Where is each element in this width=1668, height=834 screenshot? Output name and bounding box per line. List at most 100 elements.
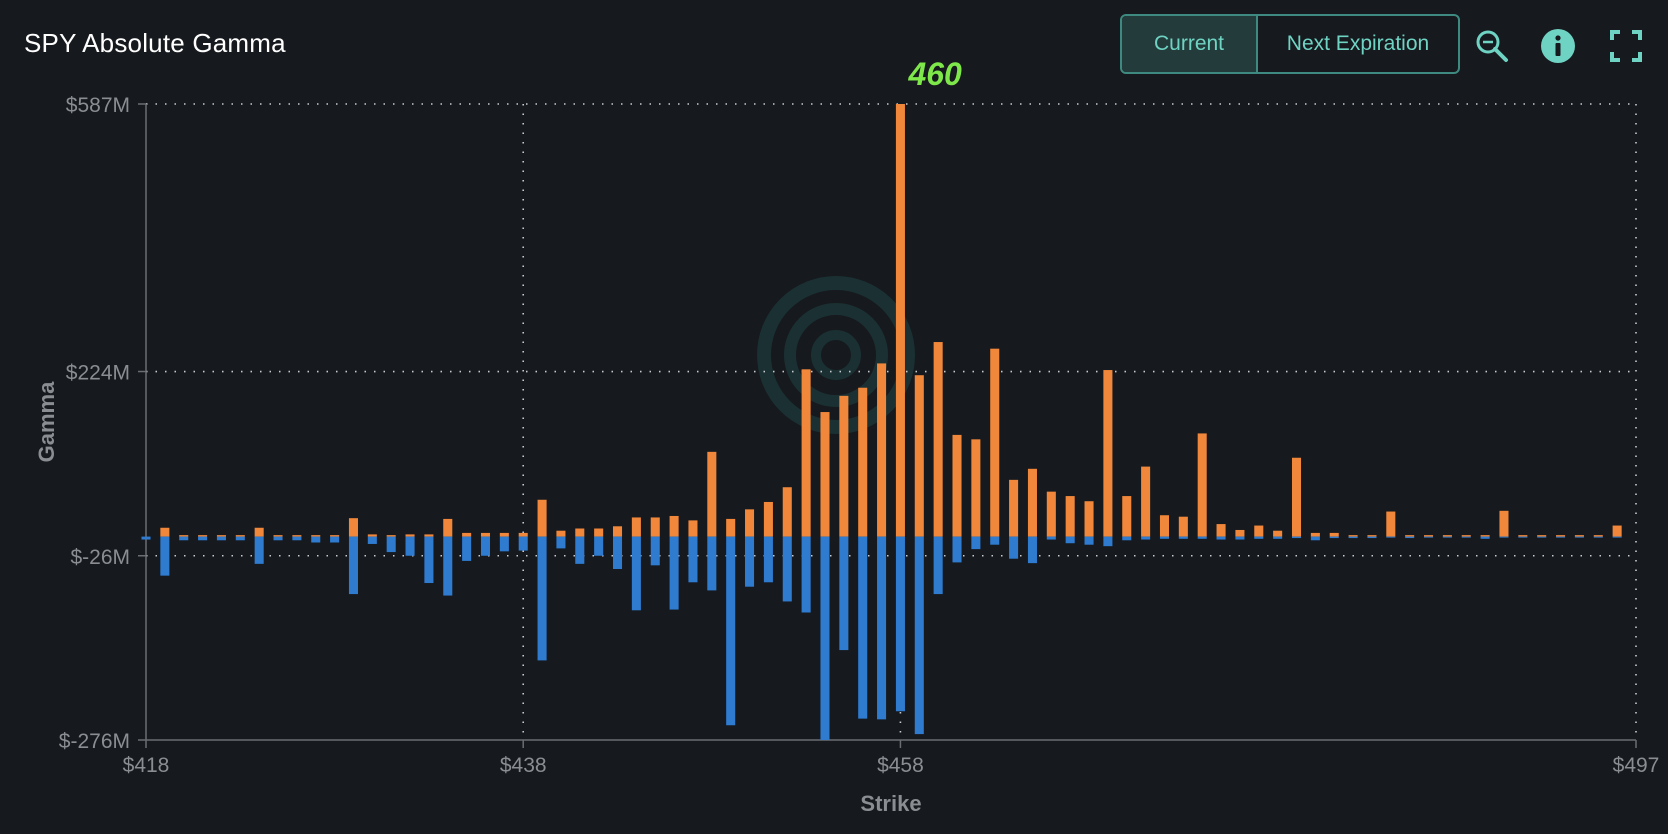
negative-gamma-bar — [499, 536, 509, 552]
positive-gamma-bar — [1159, 515, 1170, 537]
negative-gamma-bar — [612, 536, 623, 570]
positive-gamma-bar — [1367, 535, 1377, 537]
positive-gamma-bar — [990, 348, 1000, 537]
positive-gamma-bar — [1405, 535, 1415, 537]
negative-gamma-bar — [877, 536, 887, 720]
negative-gamma-bar — [650, 536, 660, 566]
next-expiration-button[interactable]: Next Expiration — [1286, 32, 1430, 55]
y-tick-label: $-276M — [59, 730, 130, 753]
positive-gamma-bar — [1386, 511, 1396, 537]
negative-gamma-bar — [990, 536, 1000, 545]
negative-gamma-bar — [631, 536, 641, 611]
positive-gamma-bar — [858, 387, 868, 537]
positive-gamma-bar — [745, 509, 755, 537]
negative-gamma-bar — [1537, 536, 1547, 538]
positive-gamma-bar — [1178, 516, 1188, 537]
negative-gamma-bar — [311, 536, 321, 543]
positive-gamma-bar — [1254, 525, 1264, 537]
negative-gamma-bar — [820, 536, 830, 740]
positive-gamma-bar — [1310, 532, 1320, 537]
positive-gamma-bar — [424, 534, 434, 537]
positive-gamma-bar — [914, 375, 924, 537]
chart-title: SPY Absolute Gamma — [24, 28, 286, 58]
negative-gamma-bar — [952, 536, 962, 563]
negative-gamma-bar — [443, 536, 453, 596]
positive-gamma-bar — [330, 535, 340, 537]
negative-gamma-bar — [1122, 536, 1132, 541]
negative-gamma-bar — [1046, 536, 1056, 540]
negative-gamma-bar — [1348, 536, 1358, 539]
negative-gamma-bar — [386, 536, 396, 553]
negative-gamma-bar — [1235, 536, 1245, 540]
negative-gamma-bar — [1329, 536, 1339, 539]
positive-gamma-bar — [499, 532, 509, 537]
positive-gamma-bar — [1216, 524, 1226, 537]
positive-gamma-bar — [386, 535, 396, 537]
negative-gamma-bar — [971, 536, 981, 550]
chart-axes — [138, 103, 1637, 748]
positive-gamma-bar — [1009, 479, 1019, 537]
negative-gamma-bar — [160, 536, 170, 576]
positive-gamma-bar — [971, 439, 981, 537]
negative-gamma-bar — [726, 536, 736, 726]
positive-gamma-bar — [1461, 535, 1471, 537]
negative-gamma-bar — [745, 536, 755, 587]
negative-gamma-bar — [141, 536, 151, 540]
negative-gamma-bar — [1480, 536, 1490, 539]
negative-gamma-bar — [556, 536, 566, 549]
negative-gamma-bar — [480, 536, 491, 556]
chart-grid — [146, 103, 1637, 740]
negative-gamma-bar — [669, 536, 679, 610]
positive-gamma-bar — [612, 526, 623, 537]
positive-gamma-bar — [952, 434, 962, 537]
positive-gamma-bar — [1027, 468, 1037, 537]
positive-gamma-bar — [801, 369, 811, 537]
positive-gamma-bar — [518, 532, 528, 537]
positive-gamma-bar — [311, 535, 321, 537]
positive-gamma-bar — [367, 534, 377, 537]
negative-gamma-bar — [424, 536, 434, 584]
info-icon[interactable] — [1540, 28, 1576, 64]
negative-gamma-bar — [1424, 536, 1434, 538]
negative-gamma-bar — [1518, 536, 1528, 538]
zoom-icon[interactable] — [1474, 28, 1510, 64]
positive-gamma-bar — [688, 520, 698, 537]
positive-gamma-bar — [1141, 466, 1151, 537]
negative-gamma-bar — [1141, 536, 1151, 540]
positive-gamma-bar — [669, 515, 679, 537]
positive-gamma-bar — [631, 517, 641, 537]
negative-gamma-bar — [348, 536, 358, 595]
negative-gamma-bar — [1065, 536, 1075, 544]
negative-gamma-bar — [1442, 536, 1452, 538]
negative-gamma-bar — [254, 536, 264, 564]
positive-gamma-bar — [1291, 457, 1302, 537]
negative-gamma-bar — [1461, 536, 1471, 538]
negative-gamma-bar — [330, 536, 340, 543]
positive-gamma-bar — [216, 535, 226, 537]
y-axis-label: Gamma — [34, 381, 59, 462]
x-axis-label: Strike — [860, 791, 921, 816]
negative-gamma-bar — [933, 536, 943, 595]
negative-gamma-bar — [292, 536, 302, 541]
positive-gamma-bar — [1065, 496, 1075, 537]
positive-gamma-bar — [575, 528, 585, 537]
positive-gamma-bar — [1235, 529, 1245, 537]
positive-gamma-bar — [763, 501, 773, 537]
negative-gamma-bar — [895, 536, 905, 712]
negative-gamma-bar — [1556, 536, 1566, 538]
current-button[interactable]: Current — [1122, 16, 1258, 72]
positive-gamma-bar — [1556, 535, 1566, 537]
positive-gamma-bar — [1593, 535, 1603, 537]
positive-gamma-bar — [1537, 535, 1547, 537]
negative-gamma-bar — [1103, 536, 1113, 547]
positive-gamma-bar — [1348, 535, 1358, 537]
negative-gamma-bar — [1291, 536, 1302, 539]
negative-gamma-bar — [1499, 536, 1509, 538]
negative-gamma-bar — [763, 536, 773, 583]
negative-gamma-bar — [801, 536, 811, 613]
positive-gamma-bar — [594, 528, 604, 537]
fullscreen-icon[interactable] — [1608, 28, 1644, 64]
positive-gamma-bar — [235, 535, 245, 537]
negative-gamma-bar — [179, 536, 189, 541]
negative-gamma-bar — [1216, 536, 1226, 540]
